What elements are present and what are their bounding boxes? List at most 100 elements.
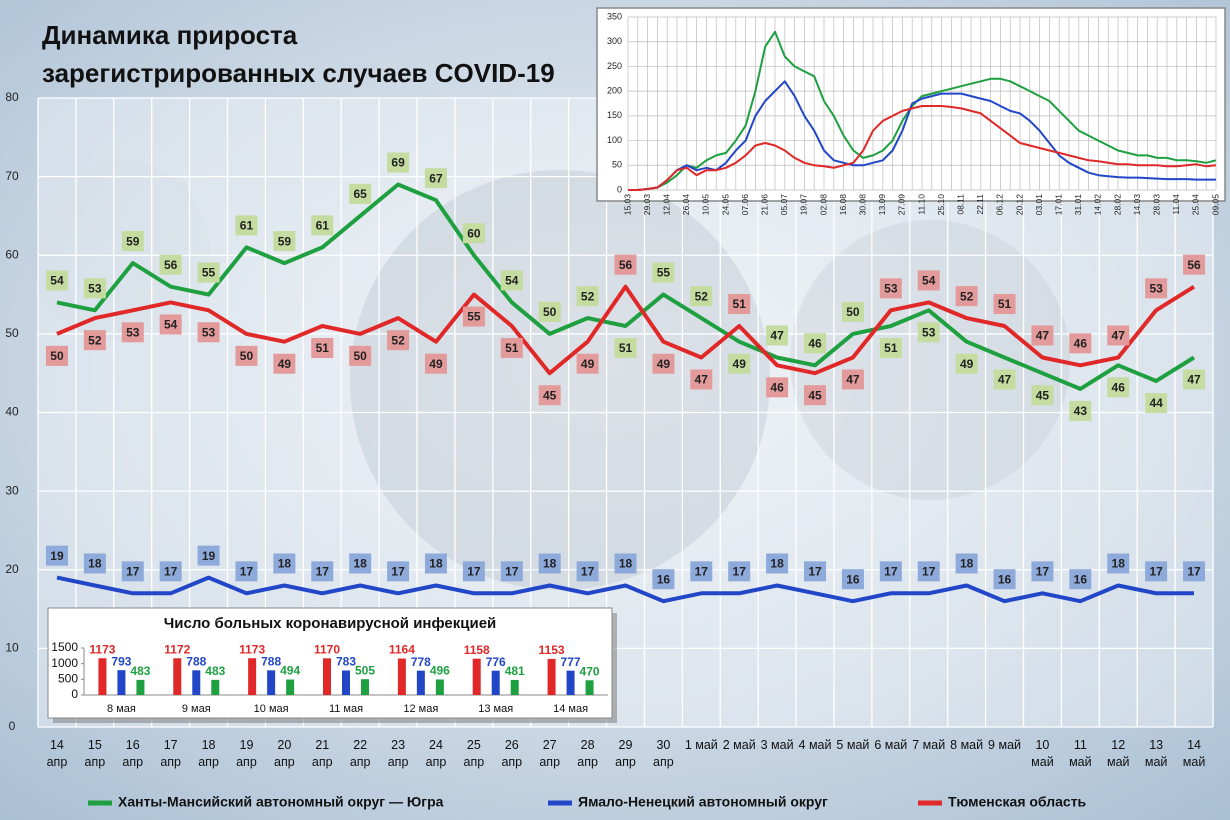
data-label: 1164 — [389, 643, 415, 657]
x-tick-label: 31.01 — [1073, 194, 1083, 216]
bar — [342, 670, 350, 695]
data-label-box — [121, 231, 144, 252]
x-tick-label: 12 мая — [403, 703, 438, 715]
data-label: 67 — [429, 171, 443, 185]
x-tick-label: 03.01 — [1034, 194, 1044, 216]
y-tick-label: 350 — [607, 11, 622, 21]
data-label-box — [841, 301, 864, 322]
data-label-box — [273, 231, 296, 252]
x-tick-label: 13.09 — [877, 194, 887, 216]
y-tick-label: 70 — [5, 169, 19, 183]
data-label: 46 — [808, 336, 822, 350]
data-label: 17 — [391, 565, 405, 579]
x-tick-label: 16 апр — [122, 738, 144, 769]
data-label: 54 — [505, 274, 519, 288]
data-label-box — [1107, 377, 1130, 398]
data-label: 55 — [657, 266, 671, 280]
data-label: 53 — [1149, 281, 1163, 295]
x-tick-label: 18 апр — [198, 738, 219, 769]
data-label: 52 — [960, 289, 974, 303]
data-label: 47 — [998, 373, 1012, 387]
data-label: 1173 — [239, 642, 265, 656]
data-label-box — [841, 369, 864, 390]
data-label: 60 — [467, 226, 481, 240]
x-tick-label: 28 апр — [577, 738, 598, 769]
data-label: 69 — [391, 156, 405, 170]
bar — [585, 680, 594, 695]
x-tick-label: 24.05 — [720, 194, 730, 216]
data-label: 49 — [733, 357, 747, 371]
x-tick-label: 9 май — [988, 738, 1021, 752]
data-label: 481 — [505, 664, 525, 678]
data-label-box — [235, 215, 258, 236]
bar — [286, 679, 295, 695]
data-label: 777 — [561, 655, 581, 669]
data-label: 17 — [240, 565, 254, 579]
data-label-box — [349, 553, 372, 574]
bar — [397, 658, 406, 695]
data-label: 53 — [126, 325, 140, 339]
data-label: 51 — [733, 297, 747, 311]
bar — [117, 670, 126, 695]
data-label: 17 — [1036, 565, 1050, 579]
data-label: 18 — [429, 557, 443, 571]
data-label: 17 — [884, 565, 898, 579]
data-label: 18 — [619, 557, 633, 571]
data-label: 18 — [278, 557, 292, 571]
data-label: 49 — [429, 357, 443, 371]
data-label-box — [652, 262, 675, 283]
data-label-box — [387, 330, 410, 351]
data-label-box — [879, 278, 902, 299]
data-label: 483 — [130, 664, 150, 678]
data-label: 17 — [505, 565, 519, 579]
data-label-box — [1145, 278, 1168, 299]
data-label-box — [576, 286, 599, 307]
data-label: 59 — [126, 234, 140, 248]
data-label: 47 — [695, 373, 709, 387]
data-label: 52 — [695, 289, 709, 303]
chart-title: зарегистрированных случаев COVID-19 — [42, 58, 555, 88]
data-label-box — [841, 569, 864, 590]
data-label-box — [1069, 400, 1092, 421]
x-tick-label: 06.12 — [995, 194, 1005, 216]
data-label: 788 — [261, 654, 281, 668]
legend-label: Ханты-Мансийский автономный округ — Югра — [118, 794, 444, 810]
x-tick-label: 21 апр — [311, 738, 333, 769]
x-tick-label: 11 мая — [329, 703, 363, 715]
y-tick-label: 40 — [5, 405, 19, 419]
data-label-box — [614, 254, 637, 275]
series-line — [56, 575, 1194, 604]
data-label-box — [235, 561, 258, 582]
data-label: 45 — [543, 388, 557, 402]
data-label-box — [1069, 569, 1092, 590]
series-line — [56, 284, 1196, 376]
data-label-box — [387, 152, 410, 173]
x-tick-label: 30.08 — [857, 194, 867, 216]
data-label: 51 — [998, 297, 1012, 311]
data-label-box — [500, 270, 523, 291]
x-tick-label: 07.06 — [740, 194, 750, 216]
data-label-box — [690, 286, 713, 307]
data-label: 49 — [581, 357, 595, 371]
data-label: 49 — [278, 357, 292, 371]
x-tick-label: 25 апр — [463, 738, 485, 769]
data-label: 1158 — [464, 643, 490, 657]
data-label: 778 — [411, 655, 431, 669]
x-tick-label: 08.11 — [955, 194, 965, 215]
data-label: 56 — [164, 258, 178, 272]
data-label-box — [1031, 561, 1054, 582]
x-tick-label: 5 май — [836, 738, 870, 752]
x-tick-label: 27 апр — [539, 738, 561, 769]
data-label: 50 — [353, 349, 367, 363]
data-label-box — [690, 369, 713, 390]
data-label-box — [273, 553, 296, 574]
x-tick-label: 10 мая — [254, 703, 289, 715]
data-label: 50 — [846, 305, 860, 319]
bar — [192, 670, 201, 695]
data-label-box — [462, 223, 485, 244]
x-tick-label: 9 мая — [182, 703, 211, 715]
data-label-box — [45, 345, 68, 366]
data-label: 61 — [240, 219, 254, 233]
x-tick-label: 05.07 — [779, 194, 789, 216]
